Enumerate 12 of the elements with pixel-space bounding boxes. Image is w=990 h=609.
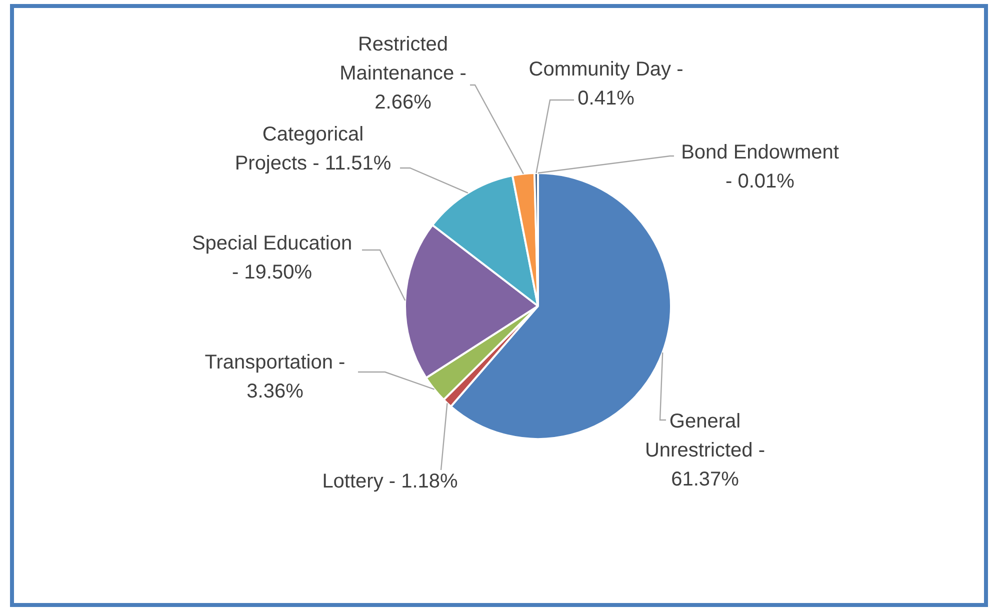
- data-label: 3.36%: [246, 380, 304, 403]
- slice-label: Lottery - 1.18%: [322, 470, 458, 493]
- slice-label: Restricted Maintenance -: [340, 34, 466, 85]
- data-label: 2.66%: [374, 92, 432, 114]
- slice-label: General Unrestricted -: [644, 410, 766, 462]
- slice-label: Categorical Projects - 11.51%: [234, 124, 392, 175]
- slice-label: Community Day -: [528, 58, 684, 81]
- slice-label: Bond Endowment - 0.01%: [681, 142, 840, 193]
- data-label: 0.41%: [578, 88, 635, 110]
- slice-label: Special Education - 19.50%: [192, 232, 352, 284]
- slice-label: Transportation -: [204, 352, 346, 374]
- data-label: 61.37%: [671, 468, 740, 491]
